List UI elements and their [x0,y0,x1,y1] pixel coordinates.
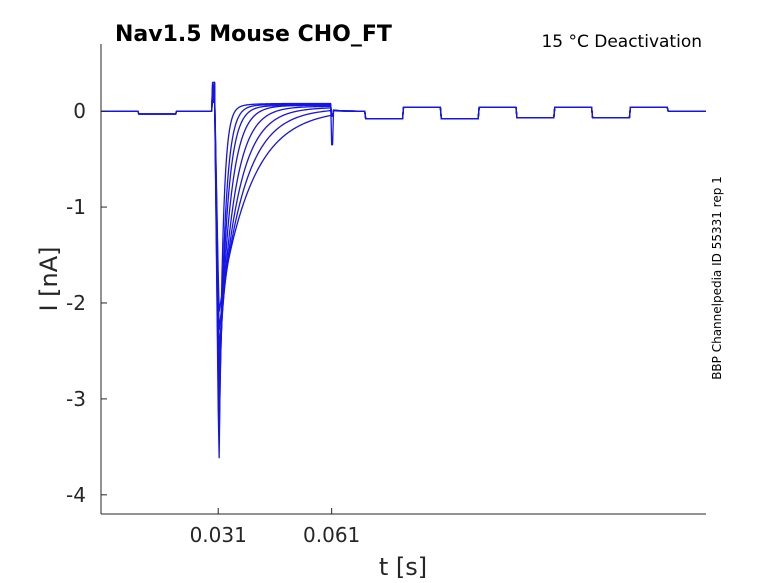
y-tick-label: -2 [66,291,86,315]
x-tick-label: 0.031 [190,523,247,547]
x-axis-label: t [s] [379,553,427,581]
current-trace [101,81,706,313]
current-trace [101,81,706,412]
chart-subtitle: 15 °C Deactivation [541,32,702,52]
current-trace [101,81,706,368]
y-ticks: 0 -1 -2 -3 -4 [66,99,107,507]
current-trace [101,81,706,437]
chart-title: Nav1.5 Mouse CHO_FT [115,22,392,47]
trace-group [101,81,706,459]
x-ticks: 0.031 0.061 [190,508,360,547]
current-trace [101,81,706,350]
current-trace [101,81,706,459]
y-axis-label: I [nA] [35,246,63,311]
y-tick-label: 0 [73,99,86,123]
current-trace [101,81,706,331]
y-tick-label: -4 [66,483,86,507]
side-id-label: BBP Channelpedia ID 55331 rep 1 [710,176,724,380]
current-trace [101,81,706,385]
y-tick-label: -1 [66,195,86,219]
x-tick-label: 0.061 [303,523,360,547]
y-tick-label: -3 [66,387,86,411]
